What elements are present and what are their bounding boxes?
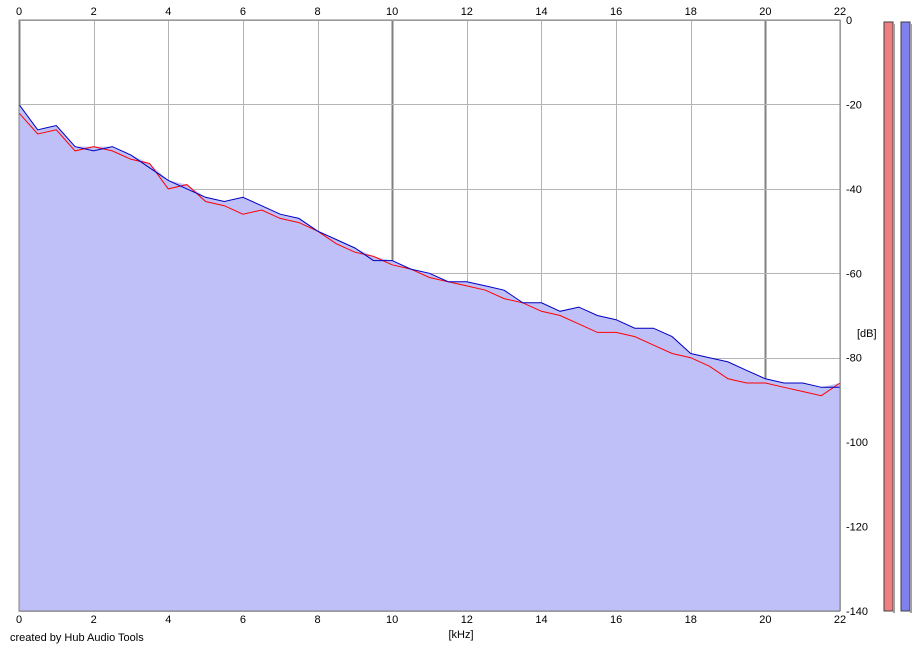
x-tick-label: 8 (314, 614, 320, 626)
x-tick-label: 20 (759, 614, 771, 626)
credit-text: created by Hub Audio Tools (10, 632, 144, 644)
x-tick-label: 16 (610, 614, 622, 626)
x-tick-label: 2 (91, 614, 97, 626)
x-tick-label: 4 (165, 614, 171, 626)
y-axis-label: [dB] (857, 328, 877, 340)
level-meter-right (900, 21, 912, 613)
x-tick-label: 18 (685, 614, 697, 626)
x-tick-label: 10 (386, 6, 398, 18)
y-tick-label: -120 (846, 522, 868, 534)
x-axis-label: [kHz] (448, 629, 473, 641)
y-tick-label: -60 (846, 268, 862, 280)
y-tick-label: -40 (846, 184, 862, 196)
x-tick-label: 20 (759, 6, 771, 18)
x-tick-label: 12 (461, 614, 473, 626)
x-tick-label: 8 (314, 6, 320, 18)
x-tick-label: 10 (386, 614, 398, 626)
x-tick-label: 2 (91, 6, 97, 18)
x-tick-label: 14 (535, 6, 547, 18)
x-tick-label: 16 (610, 6, 622, 18)
y-tick-label: -140 (846, 606, 868, 618)
x-tick-label: 12 (461, 6, 473, 18)
x-tick-labels-bottom: 0 2 4 6 8 10 12 14 16 18 20 22 (16, 614, 846, 626)
y-tick-label: -100 (846, 437, 868, 449)
series-line-right (18, 104, 840, 388)
y-tick-labels: 0 -20 -40 -60 -80 -100 -120 -140 (846, 15, 868, 618)
x-tick-label: 22 (834, 614, 846, 626)
x-tick-label: 14 (535, 614, 547, 626)
x-tick-label: 0 (16, 6, 22, 18)
y-tick-label: 0 (846, 15, 852, 27)
spectrum-area-fill (19, 104, 840, 612)
x-tick-label: 0 (16, 614, 22, 626)
y-tick-label: -80 (846, 353, 862, 365)
x-tick-label: 6 (240, 614, 246, 626)
plot-frame (18, 19, 841, 612)
x-tick-label: 6 (240, 6, 246, 18)
x-tick-labels-top: 0 2 4 6 8 10 12 14 16 18 20 22 (16, 6, 846, 18)
x-tick-label: 22 (834, 6, 846, 18)
y-tick-label: -20 (846, 99, 862, 111)
level-meter-left (883, 21, 895, 613)
x-tick-label: 18 (685, 6, 697, 18)
x-tick-label: 4 (165, 6, 171, 18)
